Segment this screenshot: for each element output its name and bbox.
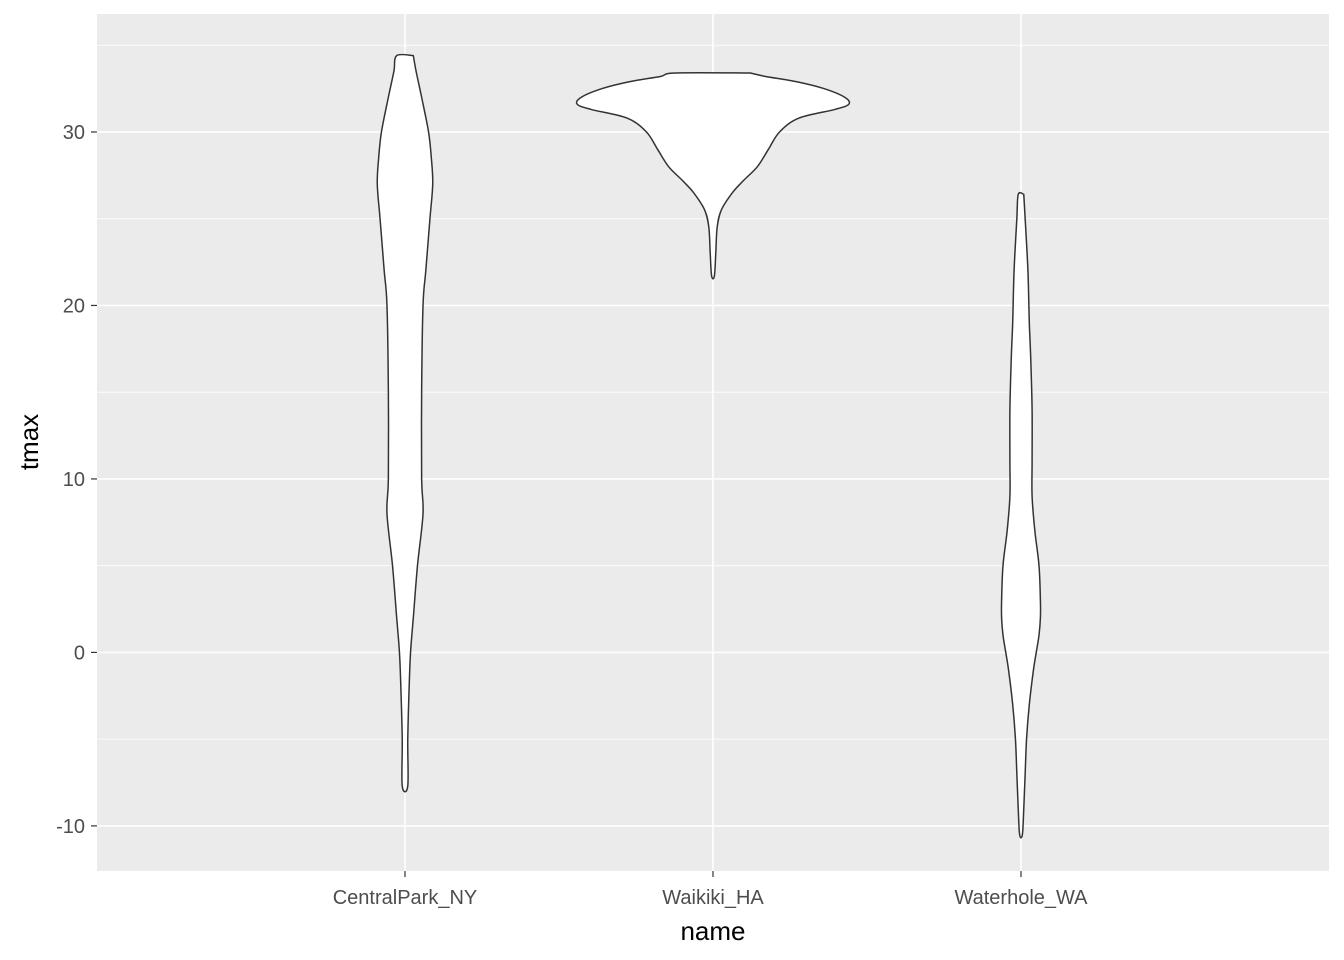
y-tick-label: 10 bbox=[63, 469, 85, 491]
violin-Waterhole_WA bbox=[1000, 191, 1042, 839]
x-tick-label: CentralPark_NY bbox=[333, 887, 478, 909]
violins bbox=[376, 53, 1042, 839]
x-tick-label: Waterhole_WA bbox=[954, 887, 1088, 909]
y-axis: -10 0 10 20 30 bbox=[56, 122, 97, 838]
violin-Waikiki_HA bbox=[575, 71, 851, 280]
y-axis-title: tmax bbox=[14, 414, 44, 470]
violin-CentralPark_NY bbox=[376, 53, 434, 793]
x-axis: CentralPark_NY Waikiki_HA Waterhole_WA bbox=[333, 871, 1088, 909]
y-tick-label: 0 bbox=[74, 642, 85, 664]
y-tick-label: 20 bbox=[63, 295, 85, 317]
y-tick-label: -10 bbox=[56, 816, 85, 838]
x-axis-title: name bbox=[680, 916, 745, 946]
y-tick-label: 30 bbox=[63, 122, 85, 144]
x-tick-label: Waikiki_HA bbox=[662, 887, 764, 909]
